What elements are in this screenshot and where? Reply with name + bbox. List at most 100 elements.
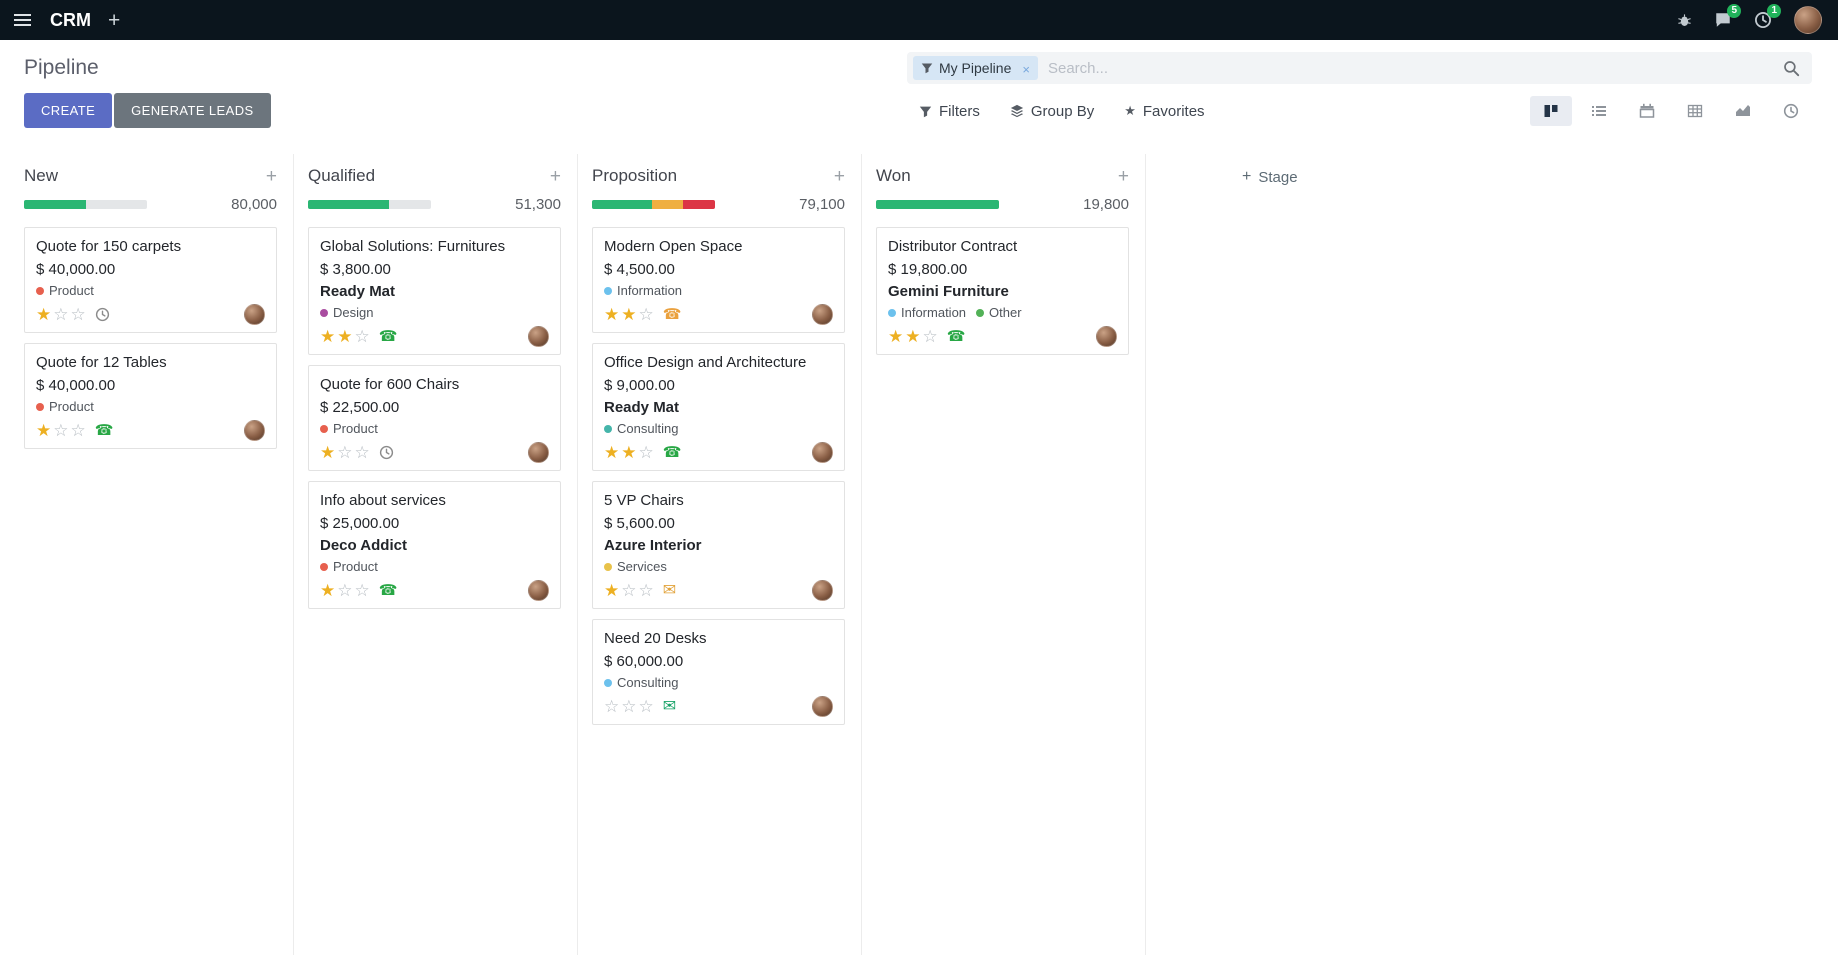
view-switch-activity-icon[interactable] [1770,96,1812,126]
star-empty-icon[interactable]: ☆ [621,581,637,600]
tag-color-dot [604,286,612,295]
star-empty-icon[interactable]: ☆ [604,697,620,716]
kanban-card[interactable]: Quote for 12 Tables $ 40,000.00 Product … [24,343,277,449]
star-filled-icon[interactable]: ★ [604,443,620,462]
activity-phone-icon[interactable]: ☎ [662,444,682,461]
column-progressbar[interactable] [592,200,715,209]
activity-phone-icon[interactable]: ☎ [378,328,398,345]
column-progressbar[interactable] [876,200,999,209]
activities-clock-icon[interactable]: 1 [1754,4,1781,29]
add-stage-button[interactable]: + Stage [1242,168,1298,186]
star-filled-icon[interactable]: ★ [604,581,620,600]
view-switch-graph-icon[interactable] [1722,96,1764,126]
column-total: 79,100 [799,196,845,213]
generate-leads-button[interactable]: GENERATE LEADS [114,93,271,128]
star-filled-icon[interactable]: ★ [320,327,336,346]
kanban-card[interactable]: Office Design and Architecture $ 9,000.0… [592,343,845,471]
activity-clock-icon[interactable] [379,445,394,460]
kanban-card[interactable]: Quote for 150 carpets $ 40,000.00 Produc… [24,227,277,333]
favorites-button[interactable]: ★ Favorites [1124,102,1205,120]
group-by-button[interactable]: Group By [1010,103,1094,120]
card-title: Quote for 150 carpets [36,238,182,255]
star-empty-icon[interactable]: ☆ [922,327,938,346]
view-switch-kanban-icon[interactable] [1530,96,1572,126]
star-empty-icon[interactable]: ☆ [638,305,654,324]
star-empty-icon[interactable]: ☆ [70,421,86,440]
card-amount: $ 60,000.00 [604,653,684,670]
kanban-card[interactable]: Modern Open Space $ 4,500.00 Information… [592,227,845,333]
view-switch-pivot-icon[interactable] [1674,96,1716,126]
view-switch-list-icon[interactable] [1578,96,1620,126]
search-icon[interactable] [1783,60,1800,77]
search-facet[interactable]: My Pipeline × [913,56,1038,80]
star-filled-icon[interactable]: ★ [320,443,336,462]
activity-envelope-icon[interactable]: ✉ [662,697,677,715]
star-empty-icon[interactable]: ☆ [70,305,86,324]
column-title[interactable]: Qualified [308,166,376,185]
star-filled-icon[interactable]: ★ [621,443,637,462]
app-name[interactable]: CRM [50,9,91,30]
search-bar[interactable]: My Pipeline × [907,52,1812,84]
filters-button[interactable]: Filters [919,103,980,120]
column-quick-add-icon[interactable]: + [1117,165,1129,187]
star-empty-icon[interactable]: ☆ [53,305,69,324]
search-facet-label: My Pipeline [939,60,1012,76]
star-empty-icon[interactable]: ☆ [638,443,654,462]
kanban-card[interactable]: 5 VP Chairs $ 5,600.00 Azure Interior Se… [592,481,845,609]
kanban-card[interactable]: Distributor Contract $ 19,800.00 Gemini … [876,227,1129,355]
star-filled-icon[interactable]: ★ [905,327,921,346]
user-avatar[interactable] [1794,6,1822,34]
card-amount: $ 25,000.00 [320,515,400,532]
card-tag: Product [320,421,378,436]
messages-icon[interactable]: 5 [1714,4,1741,29]
add-icon[interactable]: + [108,8,121,32]
activity-phone-icon[interactable]: ☎ [94,422,114,439]
star-filled-icon[interactable]: ★ [337,327,353,346]
column-title[interactable]: Won [876,166,911,185]
activity-envelope-icon[interactable]: ✉ [662,581,677,599]
star-empty-icon[interactable]: ☆ [638,697,654,716]
card-title: Distributor Contract [888,238,1018,255]
column-quick-add-icon[interactable]: + [265,165,277,187]
star-empty-icon[interactable]: ☆ [337,581,353,600]
activity-clock-icon[interactable] [95,307,110,322]
activity-phone-icon[interactable]: ☎ [662,306,682,323]
kanban-card[interactable]: Quote for 600 Chairs $ 22,500.00 Product… [308,365,561,471]
search-input[interactable] [1037,59,1783,77]
star-empty-icon[interactable]: ☆ [638,581,654,600]
star-empty-icon[interactable]: ☆ [354,443,370,462]
column-quick-add-icon[interactable]: + [833,165,845,187]
debug-bug-icon[interactable] [1677,13,1692,28]
activities-badge: 1 [1767,4,1781,18]
facet-remove-icon[interactable]: × [1022,62,1030,77]
star-filled-icon[interactable]: ★ [320,581,336,600]
card-priority-stars: ★ ★ ☆ [320,328,372,345]
create-button[interactable]: CREATE [24,93,113,128]
star-empty-icon[interactable]: ☆ [53,421,69,440]
card-partner: Deco Addict [320,537,407,554]
star-empty-icon[interactable]: ☆ [354,327,370,346]
kanban-column: Proposition + 79,100 Modern Open Space $… [578,154,862,955]
star-filled-icon[interactable]: ★ [621,305,637,324]
column-progressbar[interactable] [24,200,147,209]
star-empty-icon[interactable]: ☆ [354,581,370,600]
star-empty-icon[interactable]: ☆ [337,443,353,462]
column-progressbar[interactable] [308,200,431,209]
kanban-card[interactable]: Info about services $ 25,000.00 Deco Add… [308,481,561,609]
star-filled-icon[interactable]: ★ [36,421,52,440]
kanban-card[interactable]: Need 20 Desks $ 60,000.00 Consulting ☆ ☆ ☆… [592,619,845,725]
activity-phone-icon[interactable]: ☎ [946,328,966,345]
star-filled-icon[interactable]: ★ [888,327,904,346]
card-title: Need 20 Desks [604,630,707,647]
view-switch-calendar-icon[interactable] [1626,96,1668,126]
activity-phone-icon[interactable]: ☎ [378,582,398,599]
star-empty-icon[interactable]: ☆ [621,697,637,716]
star-filled-icon[interactable]: ★ [36,305,52,324]
star-filled-icon[interactable]: ★ [604,305,620,324]
column-title[interactable]: New [24,166,59,185]
column-total: 80,000 [231,196,277,213]
column-quick-add-icon[interactable]: + [549,165,561,187]
apps-menu-icon[interactable] [12,12,33,28]
column-title[interactable]: Proposition [592,166,678,185]
kanban-card[interactable]: Global Solutions: Furnitures $ 3,800.00 … [308,227,561,355]
